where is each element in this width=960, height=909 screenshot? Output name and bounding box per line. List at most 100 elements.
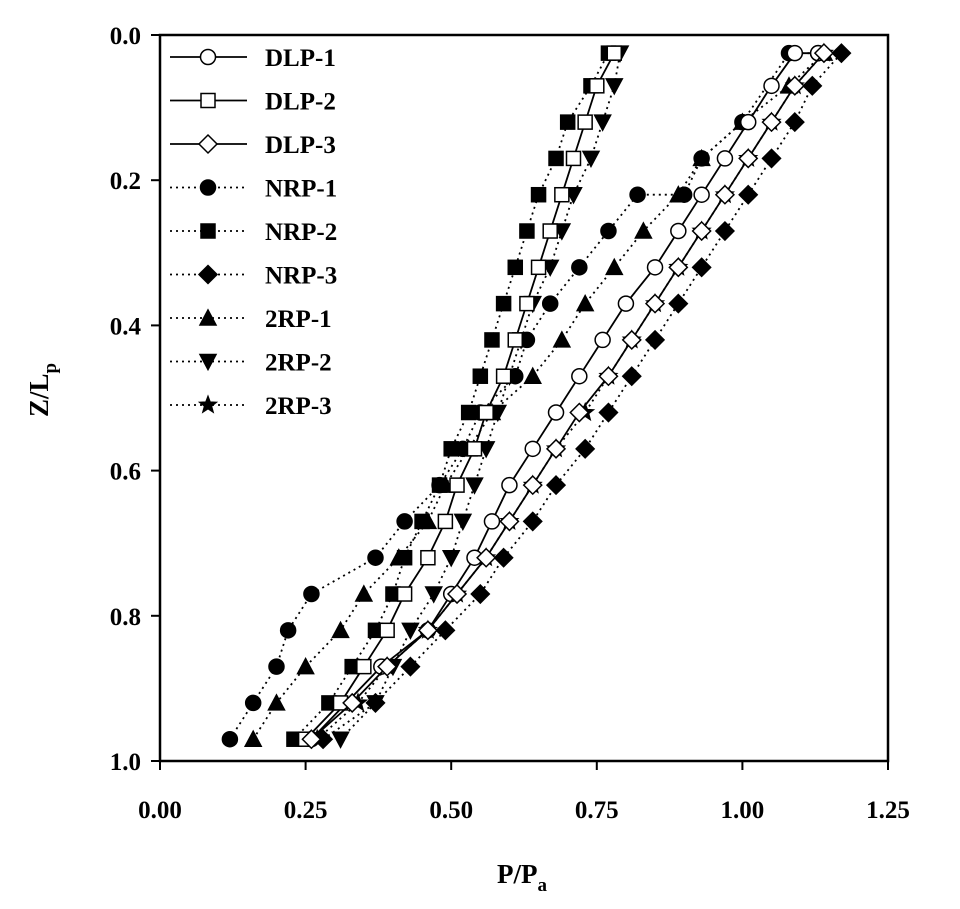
data-point-dlp-2 [396,586,413,602]
data-point-nrp-3 [470,583,491,605]
data-point-2rp-1 [296,657,315,675]
data-point-dlp-2 [437,513,454,530]
x-tick-label: 0.00 [138,797,182,824]
series-line-nrp-3 [322,52,843,740]
data-point-nrp-2 [472,368,489,384]
legend-label: 2RP-3 [265,393,332,420]
data-point-dlp-1 [501,476,518,494]
legend-marker-nrp-1 [199,179,217,196]
data-point-dlp-1 [716,150,734,167]
axes-layer: 0.00 0.25 0.50 0.75 1.00 1.25 0.0 0.2 0.4 0.6 0.8 1… [110,23,910,824]
legend-item-dlp-3: DLP-3 [170,132,336,159]
data-point-dlp-2 [478,404,494,421]
legend-label: NRP-1 [265,176,337,203]
data-point-nrp-3 [784,112,805,133]
data-point-dlp-2 [449,477,465,493]
data-point-2rp-1 [389,548,409,566]
legend-marker-2rp-1 [198,308,218,326]
legend-label: DLP-1 [265,45,336,72]
data-point-dlp-3 [301,729,322,750]
data-point-nrp-3 [545,475,567,496]
data-point-nrp-1 [244,694,262,712]
legend-label: NRP-3 [265,263,337,290]
data-point-dlp-3 [446,583,468,605]
legend-item-2rp-2: 2RP-2 [170,350,332,377]
data-point-dlp-2 [565,150,582,167]
data-point-dlp-1 [786,44,804,62]
data-point-dlp-2 [554,186,570,203]
data-point-nrp-2 [519,223,535,239]
data-point-nrp-3 [493,547,514,568]
data-point-nrp-3 [714,220,735,242]
data-point-nrp-2 [484,332,500,348]
legend-marker-2rp-3 [197,394,219,414]
data-point-dlp-3 [738,148,759,169]
legend-item-dlp-2: DLP-2 [170,89,336,116]
data-point-dlp-2 [379,622,395,639]
data-point-2rp-1 [331,620,350,639]
legend-marker-2rp-2 [198,353,218,372]
data-point-dlp-2 [530,259,547,276]
data-point-dlp-3 [417,620,438,641]
legend-marker-dlp-1 [199,48,217,66]
data-point-2rp-1 [669,185,688,203]
y-tick-label: 0.4 [110,313,142,340]
data-point-dlp-2 [542,223,558,239]
legend-item-dlp-1: DLP-1 [170,45,336,72]
data-point-dlp-3 [545,438,567,459]
data-point-dlp-3 [476,547,497,568]
data-point-nrp-3 [522,511,543,532]
data-point-dlp-3 [598,366,619,387]
data-point-nrp-3 [691,257,712,278]
data-point-2rp-2 [453,513,473,532]
y-tick-label: 0.8 [110,604,141,631]
legend-label: DLP-3 [265,132,336,159]
data-point-nrp-3 [621,366,642,387]
data-point-nrp-1 [279,622,297,639]
data-point-dlp-2 [420,549,436,566]
y-tick-label: 0.2 [110,168,141,195]
data-point-2rp-2 [441,549,461,568]
data-point-dlp-1 [739,113,757,131]
data-point-nrp-1 [600,222,617,240]
series-line-nrp-1 [229,52,819,740]
data-point-dlp-2 [589,78,605,94]
data-point-dlp-3 [499,511,520,532]
legend-marker-dlp-3 [197,133,219,155]
data-point-2rp-1 [605,257,624,276]
data-point-dlp-3 [569,402,590,423]
data-point-dlp-1 [617,295,635,312]
data-point-2rp-1 [692,148,711,167]
data-point-dlp-2 [606,45,623,61]
data-point-nrp-2 [495,295,512,312]
data-point-nrp-2 [548,150,564,167]
data-point-dlp-3 [761,112,782,133]
data-point-2rp-1 [575,294,595,312]
data-point-nrp-1 [629,186,646,203]
legend-label: NRP-2 [265,219,337,246]
data-point-dlp-3 [691,220,712,242]
data-point-dlp-3 [784,75,805,96]
data-point-nrp-2 [530,186,547,203]
data-point-dlp-1 [693,186,710,203]
y-tick-label: 0.0 [110,23,141,50]
data-point-dlp-3 [813,43,834,64]
legend-marker-nrp-2 [200,223,216,239]
data-point-2rp-2 [593,114,612,132]
series-nrp-3 [313,43,852,750]
data-point-2rp-1 [552,330,572,348]
data-point-2rp-2 [465,477,484,495]
data-point-dlp-3 [621,329,642,350]
data-point-nrp-3 [668,293,689,314]
data-point-nrp-1 [303,585,320,603]
legend-marker-nrp-3 [197,264,219,285]
data-point-2rp-1 [354,584,374,602]
data-point-dlp-1 [483,513,501,530]
series-layer [221,42,852,750]
data-point-2rp-1 [267,693,286,711]
y-axis-title: Z/Lp [24,363,61,417]
data-point-nrp-1 [541,295,559,312]
data-point-dlp-1 [670,222,687,240]
legend-item-2rp-3: 2RP-3 [170,393,332,420]
x-tick-label: 1.25 [866,797,910,824]
